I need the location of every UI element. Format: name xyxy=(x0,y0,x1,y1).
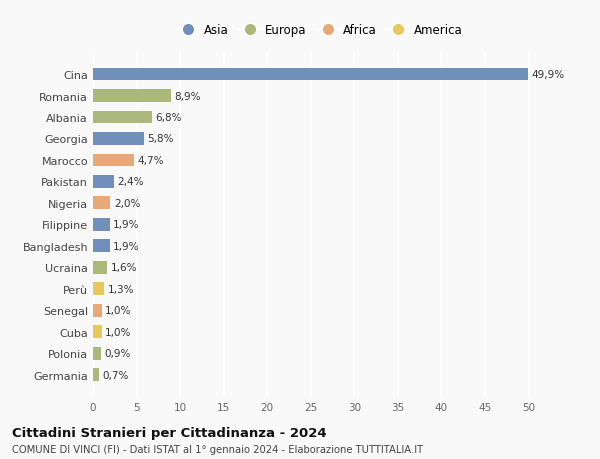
Bar xyxy=(93,347,101,360)
Text: 1,0%: 1,0% xyxy=(105,327,131,337)
Bar xyxy=(93,176,114,189)
Text: 49,9%: 49,9% xyxy=(531,70,565,80)
Text: 0,9%: 0,9% xyxy=(104,348,131,358)
Text: 1,3%: 1,3% xyxy=(108,284,134,294)
Bar xyxy=(93,68,528,81)
Text: 1,9%: 1,9% xyxy=(113,241,140,252)
Legend: Asia, Europa, Africa, America: Asia, Europa, Africa, America xyxy=(172,19,467,41)
Text: 8,9%: 8,9% xyxy=(174,91,200,101)
Bar xyxy=(93,240,110,253)
Text: 2,4%: 2,4% xyxy=(118,177,144,187)
Text: COMUNE DI VINCI (FI) - Dati ISTAT al 1° gennaio 2024 - Elaborazione TUTTITALIA.I: COMUNE DI VINCI (FI) - Dati ISTAT al 1° … xyxy=(12,444,423,454)
Text: 0,7%: 0,7% xyxy=(103,370,129,380)
Bar xyxy=(93,304,102,317)
Text: 2,0%: 2,0% xyxy=(114,198,140,208)
Text: 1,9%: 1,9% xyxy=(113,220,140,230)
Bar xyxy=(93,325,102,339)
Text: Cittadini Stranieri per Cittadinanza - 2024: Cittadini Stranieri per Cittadinanza - 2… xyxy=(12,426,326,439)
Bar xyxy=(93,90,170,103)
Text: 1,6%: 1,6% xyxy=(110,263,137,273)
Text: 5,8%: 5,8% xyxy=(147,134,173,144)
Bar xyxy=(93,197,110,210)
Bar xyxy=(93,261,107,274)
Text: 4,7%: 4,7% xyxy=(137,156,164,166)
Bar xyxy=(93,369,99,381)
Text: 1,0%: 1,0% xyxy=(105,306,131,316)
Text: 6,8%: 6,8% xyxy=(156,113,182,123)
Bar xyxy=(93,111,152,124)
Bar xyxy=(93,133,143,146)
Bar xyxy=(93,218,110,231)
Bar xyxy=(93,154,134,167)
Bar xyxy=(93,283,104,296)
